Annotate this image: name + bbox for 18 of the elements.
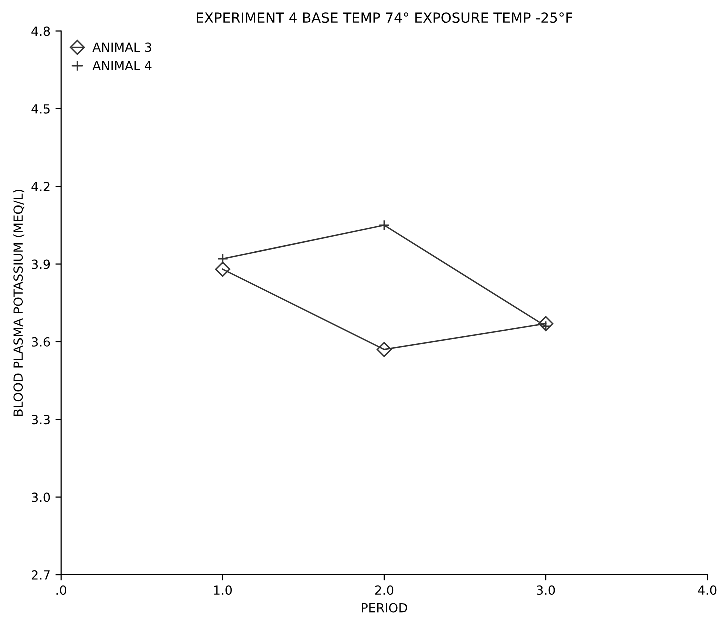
y-tick-label: 3.0 xyxy=(32,492,50,502)
legend-label: ANIMAL 4 xyxy=(92,61,152,70)
y-tick-label: 2.7 xyxy=(32,570,50,580)
y-tick-label: 3.3 xyxy=(32,415,50,425)
legend-label: ANIMAL 3 xyxy=(92,42,152,52)
y-tick-label: 4.5 xyxy=(32,104,50,114)
y-axis-title: BLOOD PLASMA POTASSIUM (MEQ/L) xyxy=(13,190,25,416)
chart-title: EXPERIMENT 4 BASE TEMP 74° EXPOSURE TEMP -25°F xyxy=(197,12,572,24)
y-tick-label: 4.2 xyxy=(32,182,50,192)
y-tick-label: 3.6 xyxy=(32,337,50,347)
x-tick-label: 3.0 xyxy=(537,586,556,596)
x-tick-label: 1.0 xyxy=(214,586,232,596)
x-tick-label: 2.0 xyxy=(375,586,394,596)
x-axis-title: PERIOD xyxy=(362,603,408,613)
y-tick-label: 3.9 xyxy=(32,260,50,270)
x-tick-label: .0 xyxy=(56,586,67,596)
x-tick-label: 4.0 xyxy=(698,586,717,596)
y-tick-label: 4.8 xyxy=(32,26,50,36)
